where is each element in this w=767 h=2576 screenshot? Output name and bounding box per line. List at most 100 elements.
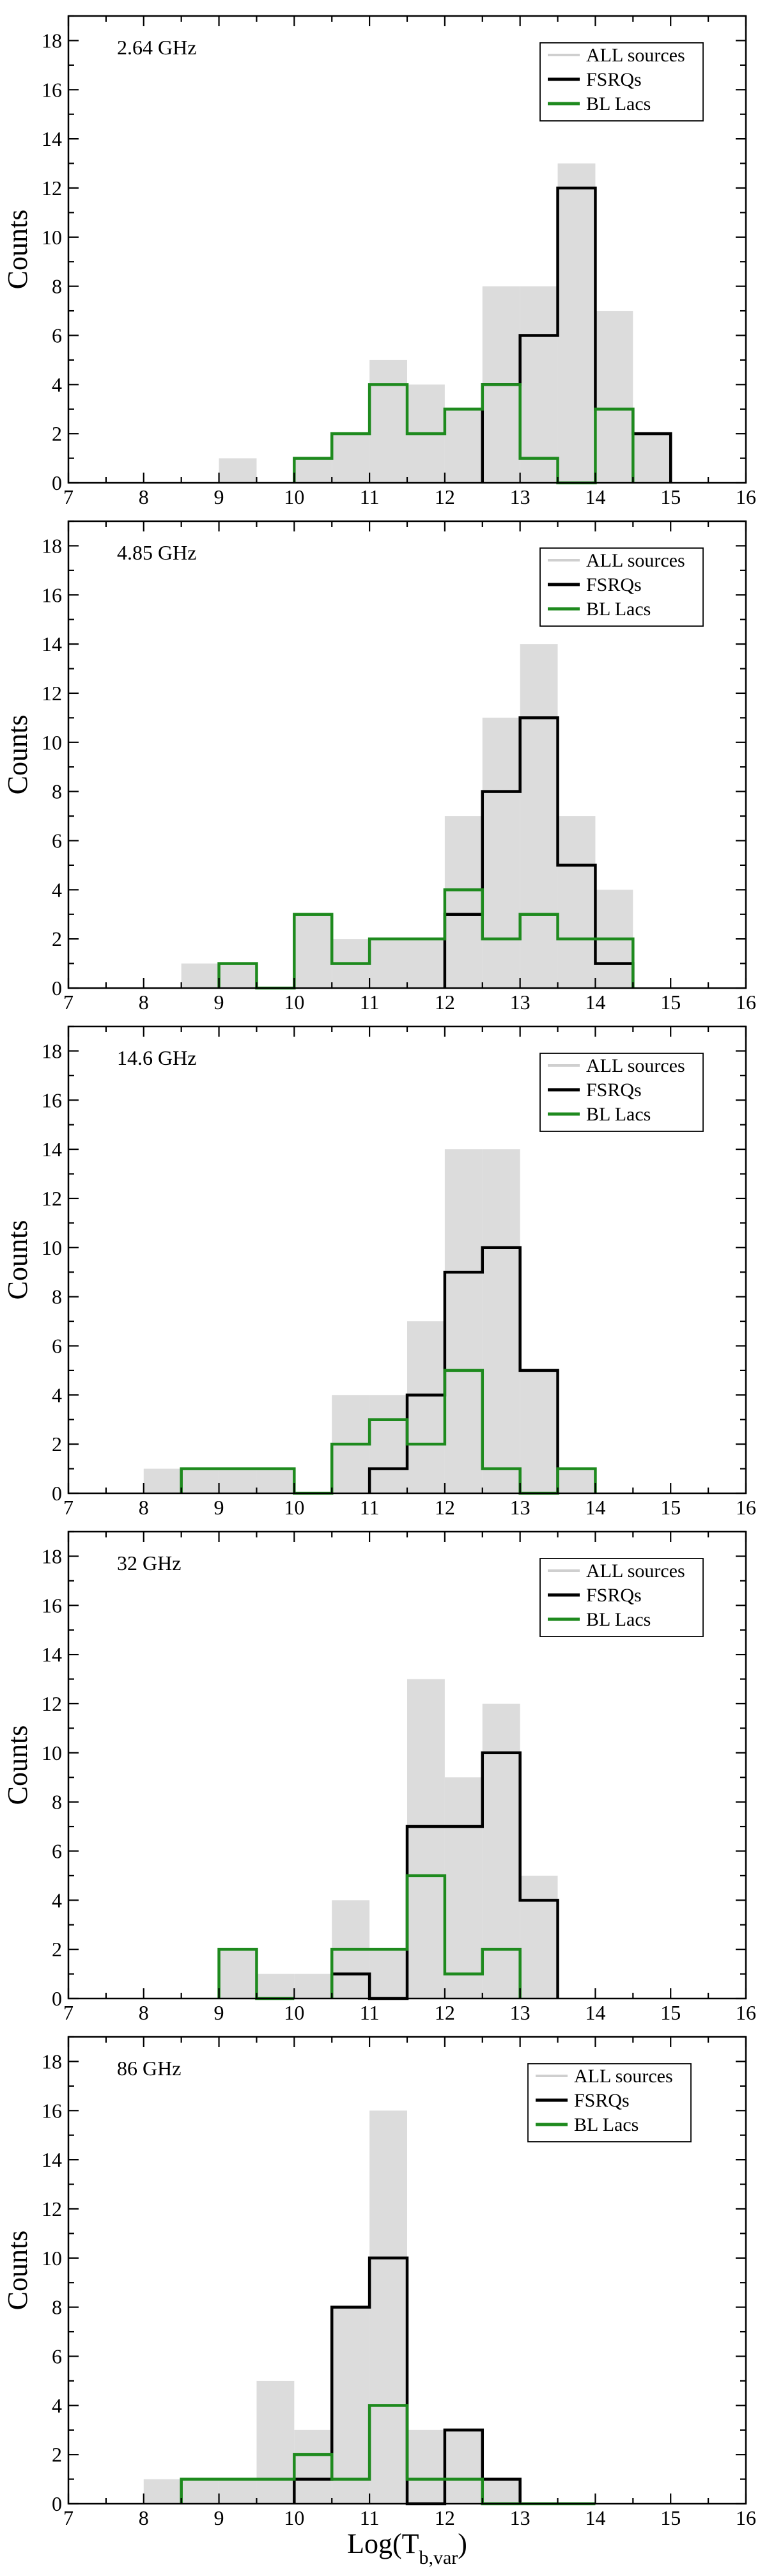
frequency-label: 32 GHz <box>117 1551 181 1575</box>
x-tick-label: 11 <box>360 485 380 508</box>
y-tick-label: 0 <box>52 1987 62 2010</box>
y-tick-label: 2 <box>52 422 62 445</box>
all-sources-bar <box>294 1974 332 1999</box>
y-tick-label: 16 <box>42 2099 62 2122</box>
x-tick-label: 9 <box>214 1496 224 1519</box>
all-sources-bar <box>407 2430 445 2504</box>
x-tick-label: 15 <box>660 2506 681 2529</box>
all-sources-bar <box>520 1875 558 1999</box>
legend-label: FSRQs <box>586 1080 642 1101</box>
y-tick-label: 2 <box>52 1433 62 1456</box>
all-sources-bar <box>369 1395 407 1493</box>
legend: ALL sources FSRQs BL Lacs <box>527 2063 692 2142</box>
all-sources-bar <box>444 2430 483 2504</box>
all-sources-bar <box>444 1777 483 1999</box>
all-sources-bar <box>407 1321 445 1493</box>
x-axis-label: Log(Tb,var) <box>347 2528 467 2568</box>
x-tick-label: 10 <box>284 2506 304 2529</box>
all-sources-bar <box>557 163 596 483</box>
all-sources-bar <box>444 816 483 988</box>
y-tick-label: 8 <box>52 1791 62 1814</box>
y-tick-label: 12 <box>42 177 62 200</box>
y-tick-label: 8 <box>52 1285 62 1308</box>
y-tick-label: 14 <box>42 2148 62 2171</box>
x-tick-label: 7 <box>63 991 74 1014</box>
all-sources-bar <box>219 1949 257 1999</box>
x-tick-label: 14 <box>585 2001 605 2024</box>
x-tick-label: 15 <box>660 991 681 1014</box>
y-tick-label: 2 <box>52 927 62 950</box>
x-tick-label: 11 <box>360 1496 380 1519</box>
all-sources-bar <box>557 816 596 988</box>
x-tick-label: 16 <box>736 1496 756 1519</box>
legend: ALL sources FSRQs BL Lacs <box>539 1558 704 1637</box>
y-tick-label: 6 <box>52 324 62 347</box>
y-tick-label: 14 <box>42 1138 62 1161</box>
all-sources-bar <box>219 458 257 483</box>
y-tick-label: 8 <box>52 780 62 803</box>
all-sources-bar <box>369 2110 407 2504</box>
legend-label: FSRQs <box>586 574 642 595</box>
all-sources-bar <box>520 1370 558 1493</box>
x-tick-label: 13 <box>510 2001 531 2024</box>
x-tick-label: 9 <box>214 2506 224 2529</box>
y-tick-label: 16 <box>42 583 62 606</box>
y-tick-label: 16 <box>42 78 62 101</box>
x-tick-label: 16 <box>736 2001 756 2024</box>
histogram-panel: 7 8 9 10 11 12 13 14 15 16 0 2 4 6 8 10 12 14 16 18 Counts 2.… <box>2 15 756 508</box>
all-sources-bar <box>482 1149 520 1493</box>
all-sources-bar <box>181 2479 219 2504</box>
y-tick-label: 0 <box>52 977 62 1000</box>
y-tick-label: 14 <box>42 1643 62 1666</box>
x-tick-label: 9 <box>214 991 224 1014</box>
frequency-label: 14.6 GHz <box>117 1046 196 1069</box>
all-sources-bar <box>294 2430 332 2504</box>
x-tick-label: 10 <box>284 2001 304 2024</box>
legend-label: BL Lacs <box>586 93 651 114</box>
y-tick-label: 10 <box>42 1236 62 1259</box>
x-tick-label: 10 <box>284 485 304 508</box>
fsrq-step-line <box>293 2256 522 2506</box>
y-tick-label: 4 <box>52 878 62 901</box>
all-sources-bar <box>482 2479 520 2504</box>
x-tick-label: 12 <box>435 2506 455 2529</box>
x-tick-label: 14 <box>585 1496 605 1519</box>
y-tick-label: 16 <box>42 1088 62 1111</box>
y-tick-label: 18 <box>42 1039 62 1062</box>
x-tick-label: 16 <box>736 2506 756 2529</box>
legend-label: FSRQs <box>586 69 642 90</box>
legend: ALL sources FSRQs BL Lacs <box>539 42 704 122</box>
x-tick-label: 7 <box>63 2001 74 2024</box>
x-tick-label: 14 <box>585 2506 605 2529</box>
y-tick-label: 0 <box>52 471 62 494</box>
legend-label: FSRQs <box>574 2090 630 2111</box>
x-tick-label: 8 <box>139 1496 149 1519</box>
legend-label: FSRQs <box>586 1585 642 1606</box>
all-sources-bar <box>143 1468 182 1493</box>
y-tick-label: 4 <box>52 1889 62 1912</box>
y-tick-label: 4 <box>52 373 62 396</box>
all-sources-bar <box>520 644 558 988</box>
fsrq-step-line <box>368 1246 559 1493</box>
y-axis-label: Counts <box>2 1725 33 1805</box>
legend-label: ALL sources <box>586 45 685 66</box>
y-tick-label: 10 <box>42 2247 62 2270</box>
y-tick-label: 18 <box>42 29 62 52</box>
y-axis-label: Counts <box>2 1220 33 1300</box>
x-tick-label: 10 <box>284 1496 304 1519</box>
y-tick-label: 10 <box>42 1741 62 1764</box>
y-tick-label: 6 <box>52 2344 62 2368</box>
legend-label: ALL sources <box>586 1560 685 1582</box>
y-axis-label: Counts <box>2 210 33 290</box>
all-sources-bar <box>557 1468 596 1493</box>
y-tick-label: 14 <box>42 632 62 656</box>
y-tick-label: 4 <box>52 1383 62 1406</box>
y-tick-label: 12 <box>42 1187 62 1210</box>
all-sources-bar <box>369 939 407 988</box>
histogram-panel: 7 8 9 10 11 12 13 14 15 16 0 2 4 6 8 10 12 14 16 18 Counts 4.… <box>2 520 756 1014</box>
x-tick-label: 8 <box>139 2001 149 2024</box>
x-tick-label: 15 <box>660 2001 681 2024</box>
all-sources-bar <box>256 2380 295 2504</box>
all-sources-bar <box>332 2307 370 2504</box>
all-sources-bar <box>444 409 483 483</box>
